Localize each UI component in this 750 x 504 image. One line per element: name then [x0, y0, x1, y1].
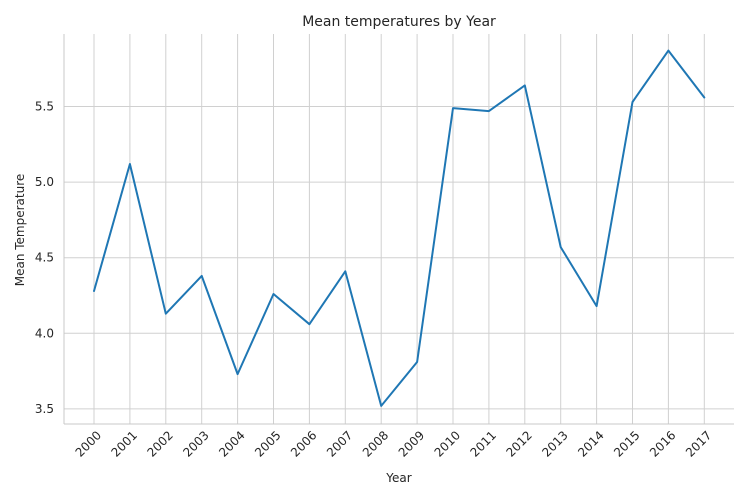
chart-title: Mean temperatures by Year	[302, 14, 496, 30]
x-tick-label: 2001	[109, 428, 140, 459]
x-tick-label: 2015	[611, 428, 642, 459]
x-tick-label: 2000	[73, 428, 104, 459]
x-tick-label: 2004	[216, 428, 247, 459]
y-gridlines	[64, 106, 734, 410]
series-group	[93, 49, 706, 407]
y-tick-label: 4.0	[35, 326, 54, 340]
x-tick-label: 2017	[683, 428, 714, 459]
x-tick-label: 2008	[360, 428, 391, 459]
y-tick-label: 4.5	[35, 251, 54, 265]
x-tick-label: 2013	[539, 428, 570, 459]
x-tick-label: 2005	[252, 428, 283, 459]
y-tick-label: 5.5	[35, 100, 54, 114]
x-tick-label: 2016	[647, 428, 678, 459]
x-gridlines	[93, 34, 705, 424]
x-tick-label: 2007	[324, 428, 355, 459]
x-tick-label: 2011	[468, 428, 499, 459]
x-axis-label: Year	[385, 471, 411, 485]
x-tick-label: 2003	[180, 428, 211, 459]
y-tick-labels: 3.5 4.0 4.5 5.0 5.5	[35, 100, 54, 416]
x-tick-label: 2006	[288, 428, 319, 459]
y-axis-label: Mean Temperature	[13, 174, 27, 287]
x-tick-label: 2002	[144, 428, 175, 459]
x-tick-label: 2009	[396, 428, 427, 459]
series-line	[93, 49, 706, 407]
y-tick-label: 3.5	[35, 402, 54, 416]
x-tick-label: 2014	[575, 428, 606, 459]
x-tick-labels: 2000 2001 2002 2003 2004 2005 2006 2007 2008 2009…	[73, 428, 715, 459]
y-tick-label: 5.0	[35, 175, 54, 189]
x-tick-label: 2012	[503, 428, 534, 459]
x-tick-label: 2010	[432, 428, 463, 459]
